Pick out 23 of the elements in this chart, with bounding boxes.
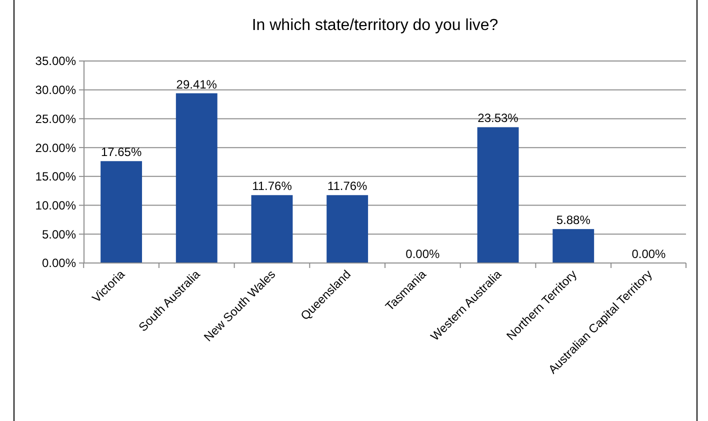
data-label: 11.76% — [252, 179, 292, 194]
y-tick-label: 20.00% — [35, 140, 76, 155]
data-label: 29.41% — [176, 77, 218, 92]
bar — [251, 195, 293, 263]
bar — [552, 229, 594, 263]
data-label: 23.53% — [478, 111, 519, 126]
bar — [477, 127, 519, 263]
bar — [176, 93, 218, 263]
y-tick-label: 5.00% — [42, 227, 76, 242]
data-label: 0.00% — [632, 247, 666, 261]
data-label: 5.88% — [556, 213, 591, 228]
chart-title: In which state/territory do you live? — [252, 17, 498, 34]
y-tick-label: 10.00% — [35, 198, 76, 212]
y-tick-label: 0.00% — [42, 256, 76, 270]
bar — [326, 195, 368, 263]
bar — [100, 161, 142, 263]
y-tick-label: 35.00% — [35, 54, 76, 68]
data-label: 11.76% — [327, 179, 368, 194]
y-tick-label: 25.00% — [35, 112, 76, 126]
data-label: 0.00% — [406, 247, 440, 261]
y-tick-label: 30.00% — [35, 83, 76, 98]
data-label: 17.65% — [100, 145, 142, 160]
y-tick-label: 15.00% — [35, 170, 76, 184]
